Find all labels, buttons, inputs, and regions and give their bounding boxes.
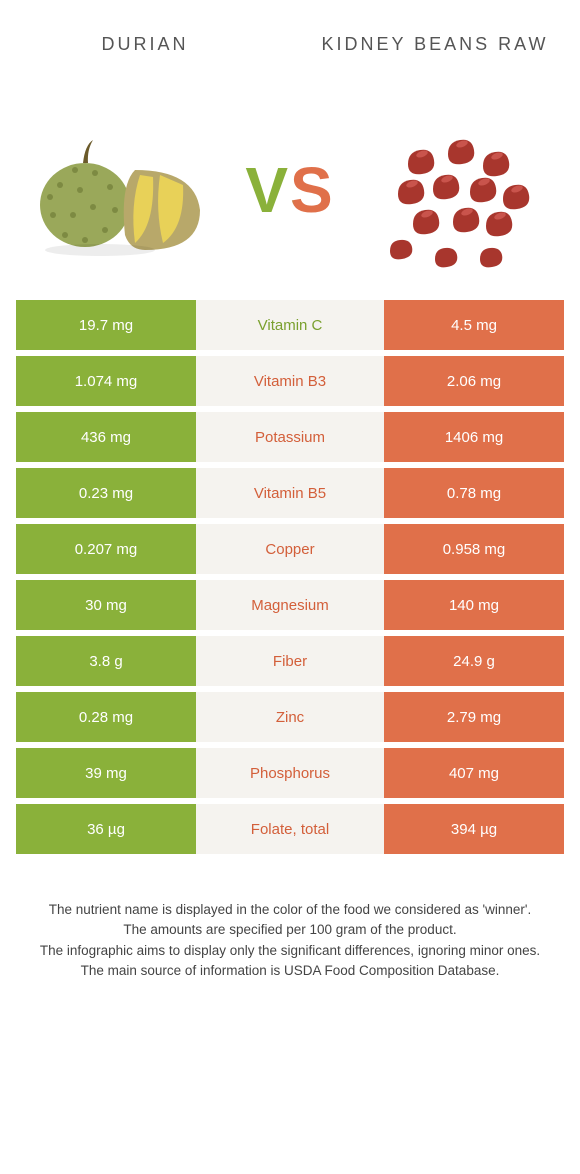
header-right: Kidney Beans Raw: [290, 23, 580, 66]
right-value: 0.958 mg: [384, 524, 564, 574]
nutrient-label: Vitamin B5: [196, 468, 384, 518]
footer-line: The infographic aims to display only the…: [30, 941, 550, 961]
footer-line: The nutrient name is displayed in the co…: [30, 900, 550, 920]
nutrient-label: Vitamin B3: [196, 356, 384, 406]
right-value: 2.06 mg: [384, 356, 564, 406]
nutrient-label: Magnesium: [196, 580, 384, 630]
footer-line: The main source of information is USDA F…: [30, 961, 550, 981]
left-value: 0.23 mg: [16, 468, 196, 518]
left-value: 36 µg: [16, 804, 196, 854]
nutrient-label: Folate, total: [196, 804, 384, 854]
header-row: Durian Kidney Beans Raw: [0, 0, 580, 90]
vs-label: VS: [245, 153, 334, 227]
durian-image: [30, 105, 210, 275]
right-value: 4.5 mg: [384, 300, 564, 350]
nutrient-label: Phosphorus: [196, 748, 384, 798]
left-value: 0.28 mg: [16, 692, 196, 742]
nutrient-row: 0.207 mgCopper0.958 mg: [16, 524, 564, 574]
nutrient-row: 0.23 mgVitamin B50.78 mg: [16, 468, 564, 518]
nutrient-label: Fiber: [196, 636, 384, 686]
nutrient-table: 19.7 mgVitamin C4.5 mg 1.074 mgVitamin B3…: [0, 300, 580, 854]
header-left: Durian: [0, 23, 290, 66]
footer-notes: The nutrient name is displayed in the co…: [0, 860, 580, 981]
nutrient-row: 3.8 gFiber24.9 g: [16, 636, 564, 686]
nutrient-row: 30 mgMagnesium140 mg: [16, 580, 564, 630]
nutrient-row: 0.28 mgZinc2.79 mg: [16, 692, 564, 742]
nutrient-label: Potassium: [196, 412, 384, 462]
nutrient-row: 436 mgPotassium1406 mg: [16, 412, 564, 462]
left-value: 3.8 g: [16, 636, 196, 686]
nutrient-label: Zinc: [196, 692, 384, 742]
nutrient-label: Vitamin C: [196, 300, 384, 350]
kidney-beans-icon: [370, 110, 550, 270]
nutrient-row: 39 mgPhosphorus407 mg: [16, 748, 564, 798]
right-value: 2.79 mg: [384, 692, 564, 742]
durian-icon: [35, 115, 205, 265]
nutrient-row: 19.7 mgVitamin C4.5 mg: [16, 300, 564, 350]
nutrient-label: Copper: [196, 524, 384, 574]
left-value: 39 mg: [16, 748, 196, 798]
right-value: 394 µg: [384, 804, 564, 854]
left-value: 19.7 mg: [16, 300, 196, 350]
right-value: 407 mg: [384, 748, 564, 798]
left-value: 436 mg: [16, 412, 196, 462]
kidney-beans-image: [370, 105, 550, 275]
right-value: 1406 mg: [384, 412, 564, 462]
left-value: 1.074 mg: [16, 356, 196, 406]
left-value: 0.207 mg: [16, 524, 196, 574]
footer-line: The amounts are specified per 100 gram o…: [30, 920, 550, 940]
nutrient-row: 1.074 mgVitamin B32.06 mg: [16, 356, 564, 406]
right-value: 24.9 g: [384, 636, 564, 686]
right-value: 140 mg: [384, 580, 564, 630]
images-row: VS: [0, 90, 580, 290]
left-value: 30 mg: [16, 580, 196, 630]
right-value: 0.78 mg: [384, 468, 564, 518]
nutrient-row: 36 µgFolate, total394 µg: [16, 804, 564, 854]
